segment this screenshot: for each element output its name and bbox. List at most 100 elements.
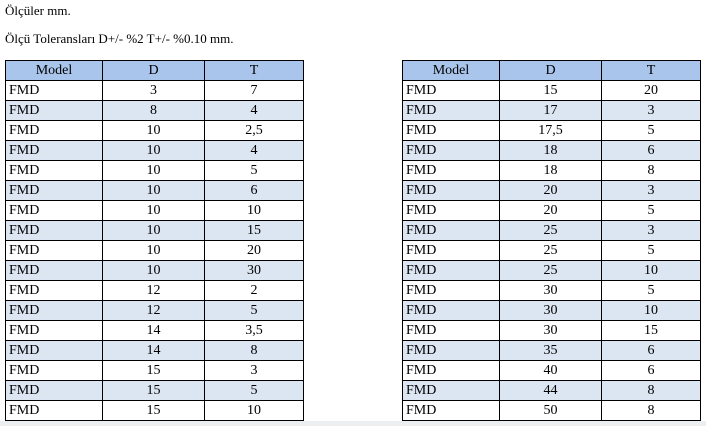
table-cell: 30 xyxy=(499,320,602,341)
table-cell: 5 xyxy=(204,160,304,181)
table-cell: FMD xyxy=(402,360,500,381)
table-cell: 4 xyxy=(204,100,304,121)
table-cell: FMD xyxy=(5,220,103,241)
table-cell: FMD xyxy=(402,320,500,341)
table-cell: 2 xyxy=(204,280,304,301)
table-cell: FMD xyxy=(402,80,500,101)
table-cell: 3,5 xyxy=(204,320,304,341)
table-cell: 10 xyxy=(102,240,205,261)
table-row: FMD 35 6 xyxy=(402,340,701,361)
table-cell: 10 xyxy=(102,140,205,161)
table-cell: FMD xyxy=(5,400,103,421)
table-cell: FMD xyxy=(5,300,103,321)
table-cell: FMD xyxy=(402,380,500,401)
table-cell: 8 xyxy=(204,340,304,361)
table-cell: 8 xyxy=(601,400,701,421)
table-cell: 7 xyxy=(204,80,304,101)
table-cell: FMD xyxy=(5,360,103,381)
table-cell: 10 xyxy=(102,160,205,181)
table-cell: 25 xyxy=(499,240,602,261)
table-cell: FMD xyxy=(402,180,500,201)
table-cell: 17,5 xyxy=(499,120,602,141)
table-cell: 8 xyxy=(601,160,701,181)
table-row: FMD 8 4 xyxy=(5,100,304,121)
table-cell: FMD xyxy=(402,100,500,121)
table-row: FMD 40 6 xyxy=(402,360,701,381)
table-cell: 25 xyxy=(499,220,602,241)
table-cell: FMD xyxy=(5,320,103,341)
table-cell: FMD xyxy=(5,380,103,401)
column-header: Model xyxy=(5,60,103,81)
table-row: FMD 12 2 xyxy=(5,280,304,301)
table-row: FMD 30 5 xyxy=(402,280,701,301)
table-row: FMD 10 20 xyxy=(5,240,304,261)
tolerance-note: Ölçü Toleransları D+/- %2 T+/- %0.10 mm. xyxy=(5,31,234,46)
table-cell: FMD xyxy=(402,260,500,281)
table-cell: 10 xyxy=(601,260,701,281)
table-cell: 5 xyxy=(601,120,701,141)
column-header: D xyxy=(499,60,602,81)
table-row: FMD 30 15 xyxy=(402,320,701,341)
table-cell: FMD xyxy=(5,140,103,161)
table-cell: FMD xyxy=(402,300,500,321)
table-cell: 10 xyxy=(102,120,205,141)
dimensions-table-right: Model D T FMD 15 20 FMD 17 3 FMD 17,5 5 FMD 18 6 FMD 18 8… xyxy=(402,60,701,421)
table-cell: FMD xyxy=(402,220,500,241)
table-cell: FMD xyxy=(402,160,500,181)
table-row: FMD 10 15 xyxy=(5,220,304,241)
table-cell: 6 xyxy=(601,140,701,161)
table-cell: FMD xyxy=(5,120,103,141)
table-cell: 8 xyxy=(601,380,701,401)
table-row: FMD 20 5 xyxy=(402,200,701,221)
table-cell: FMD xyxy=(402,280,500,301)
table-row: FMD 17 3 xyxy=(402,100,701,121)
table-row: FMD 25 5 xyxy=(402,240,701,261)
table-row: FMD 12 5 xyxy=(5,300,304,321)
table-cell: 4 xyxy=(204,140,304,161)
table-cell: FMD xyxy=(402,140,500,161)
table-row: FMD 10 30 xyxy=(5,260,304,281)
table-row: FMD 10 5 xyxy=(5,160,304,181)
table-cell: 5 xyxy=(204,300,304,321)
table-cell: 5 xyxy=(601,280,701,301)
table-cell: 3 xyxy=(601,220,701,241)
table-cell: 10 xyxy=(204,400,304,421)
table-row: FMD 25 10 xyxy=(402,260,701,281)
column-header: T xyxy=(204,60,304,81)
table-row: FMD 25 3 xyxy=(402,220,701,241)
table-cell: FMD xyxy=(5,240,103,261)
table-cell: 14 xyxy=(102,340,205,361)
table-cell: 15 xyxy=(499,80,602,101)
table-row: FMD 18 6 xyxy=(402,140,701,161)
table-row: FMD 15 3 xyxy=(5,360,304,381)
table-cell: 2,5 xyxy=(204,120,304,141)
column-header: D xyxy=(102,60,205,81)
units-note: Ölçüler mm. xyxy=(5,3,71,18)
table-cell: FMD xyxy=(402,340,500,361)
table-row: FMD 10 10 xyxy=(5,200,304,221)
table-cell: 17 xyxy=(499,100,602,121)
table-cell: 3 xyxy=(102,80,205,101)
table-cell: 6 xyxy=(601,360,701,381)
table-cell: FMD xyxy=(5,160,103,181)
table-cell: FMD xyxy=(5,180,103,201)
table-cell: 10 xyxy=(102,220,205,241)
table-cell: 20 xyxy=(601,80,701,101)
table-row: FMD 14 3,5 xyxy=(5,320,304,341)
table-cell: 5 xyxy=(204,380,304,401)
table-cell: 12 xyxy=(102,300,205,321)
table-cell: 40 xyxy=(499,360,602,381)
table-row: FMD 15 10 xyxy=(5,400,304,421)
table-cell: 10 xyxy=(102,200,205,221)
table-row: FMD 18 8 xyxy=(402,160,701,181)
table-cell: 35 xyxy=(499,340,602,361)
table-cell: 6 xyxy=(204,180,304,201)
table-cell: 20 xyxy=(499,180,602,201)
table-row: FMD 3 7 xyxy=(5,80,304,101)
page-edge xyxy=(0,421,706,426)
table-cell: FMD xyxy=(402,200,500,221)
table-cell: 30 xyxy=(204,260,304,281)
column-header: Model xyxy=(402,60,500,81)
table-cell: 18 xyxy=(499,140,602,161)
table-row: FMD 30 10 xyxy=(402,300,701,321)
